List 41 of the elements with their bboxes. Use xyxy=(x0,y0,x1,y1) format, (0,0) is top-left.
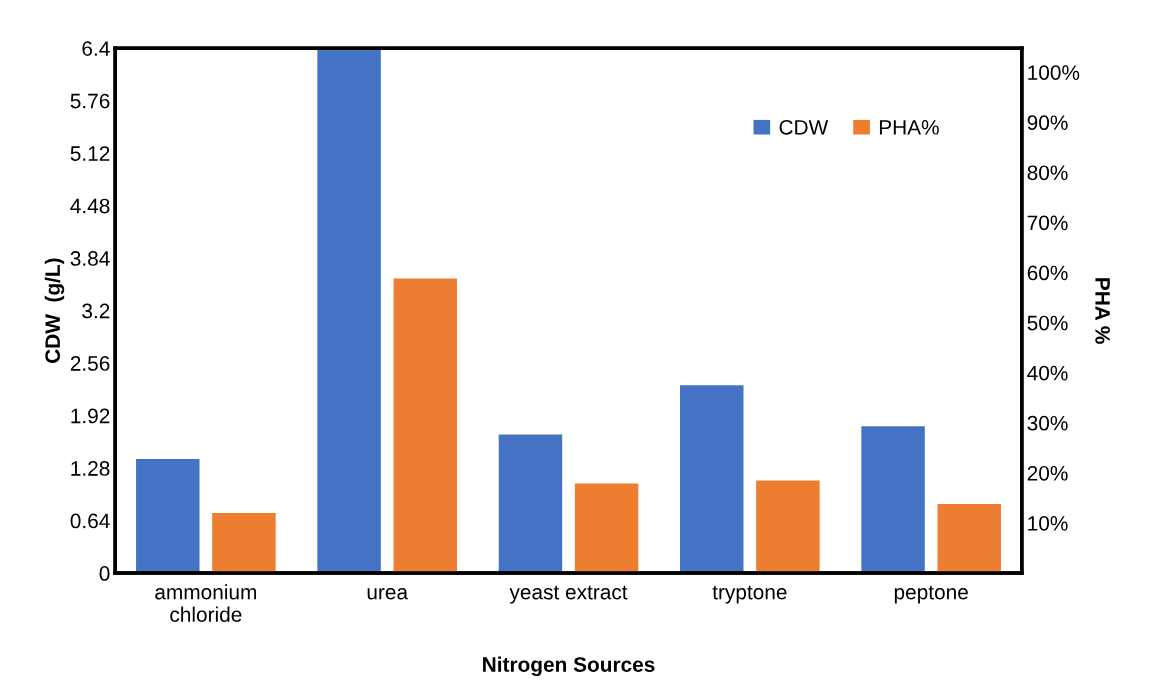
x-tick-label: yeast extract xyxy=(509,585,628,604)
x-axis-title: Nitrogen Sources xyxy=(483,656,655,677)
x-tick-label: peptone xyxy=(894,585,968,604)
y2-tick-label: 80% xyxy=(1027,165,1068,181)
bar xyxy=(756,480,820,574)
x-tick-label: ammonium chloride xyxy=(155,584,257,622)
y2-tick-label: 60% xyxy=(1027,265,1068,281)
y-tick-label: 1.92 xyxy=(71,408,110,424)
y-axis-title: CDW (g/L) xyxy=(44,258,65,363)
x-tick-label: urea xyxy=(367,588,409,600)
y2-tick-label: 90% xyxy=(1027,115,1068,131)
y2-tick-label: 40% xyxy=(1027,365,1068,381)
y-tick-label: 3.2 xyxy=(82,303,110,319)
y2-tick-label: 100% xyxy=(1028,65,1080,80)
y-tick-label: 4.48 xyxy=(70,198,110,214)
legend-label: PHA% xyxy=(879,120,939,135)
y-tick-label: 2.56 xyxy=(70,356,110,371)
y2-tick-label: 30% xyxy=(1027,415,1068,431)
x-tick-label: tryptone xyxy=(712,585,787,604)
y2-tick-label: 10% xyxy=(1028,515,1068,531)
y-tick-label: 3.84 xyxy=(70,251,110,266)
bar xyxy=(393,278,457,574)
y-tick-label: 0 xyxy=(99,566,110,581)
y-tick-label: 0.64 xyxy=(70,513,110,529)
y2-tick-label: 20% xyxy=(1027,465,1068,481)
y-tick-label: 1.28 xyxy=(71,461,110,476)
bar xyxy=(317,48,381,574)
bar xyxy=(680,385,744,574)
y-tick-label: 5.12 xyxy=(70,146,110,161)
bar xyxy=(574,483,639,574)
legend-label: CDW xyxy=(779,119,829,135)
bar xyxy=(136,459,200,574)
bar xyxy=(937,503,1001,574)
y2-tick-label: 70% xyxy=(1027,215,1068,231)
bar xyxy=(861,426,925,574)
y2-tick-label: 50% xyxy=(1027,315,1068,331)
y2-axis-title: PHA % xyxy=(1095,278,1110,344)
y-tick-label: 6.4 xyxy=(82,41,110,56)
y-tick-label: 5.76 xyxy=(70,93,110,109)
bar xyxy=(498,434,563,574)
bar xyxy=(212,512,276,574)
